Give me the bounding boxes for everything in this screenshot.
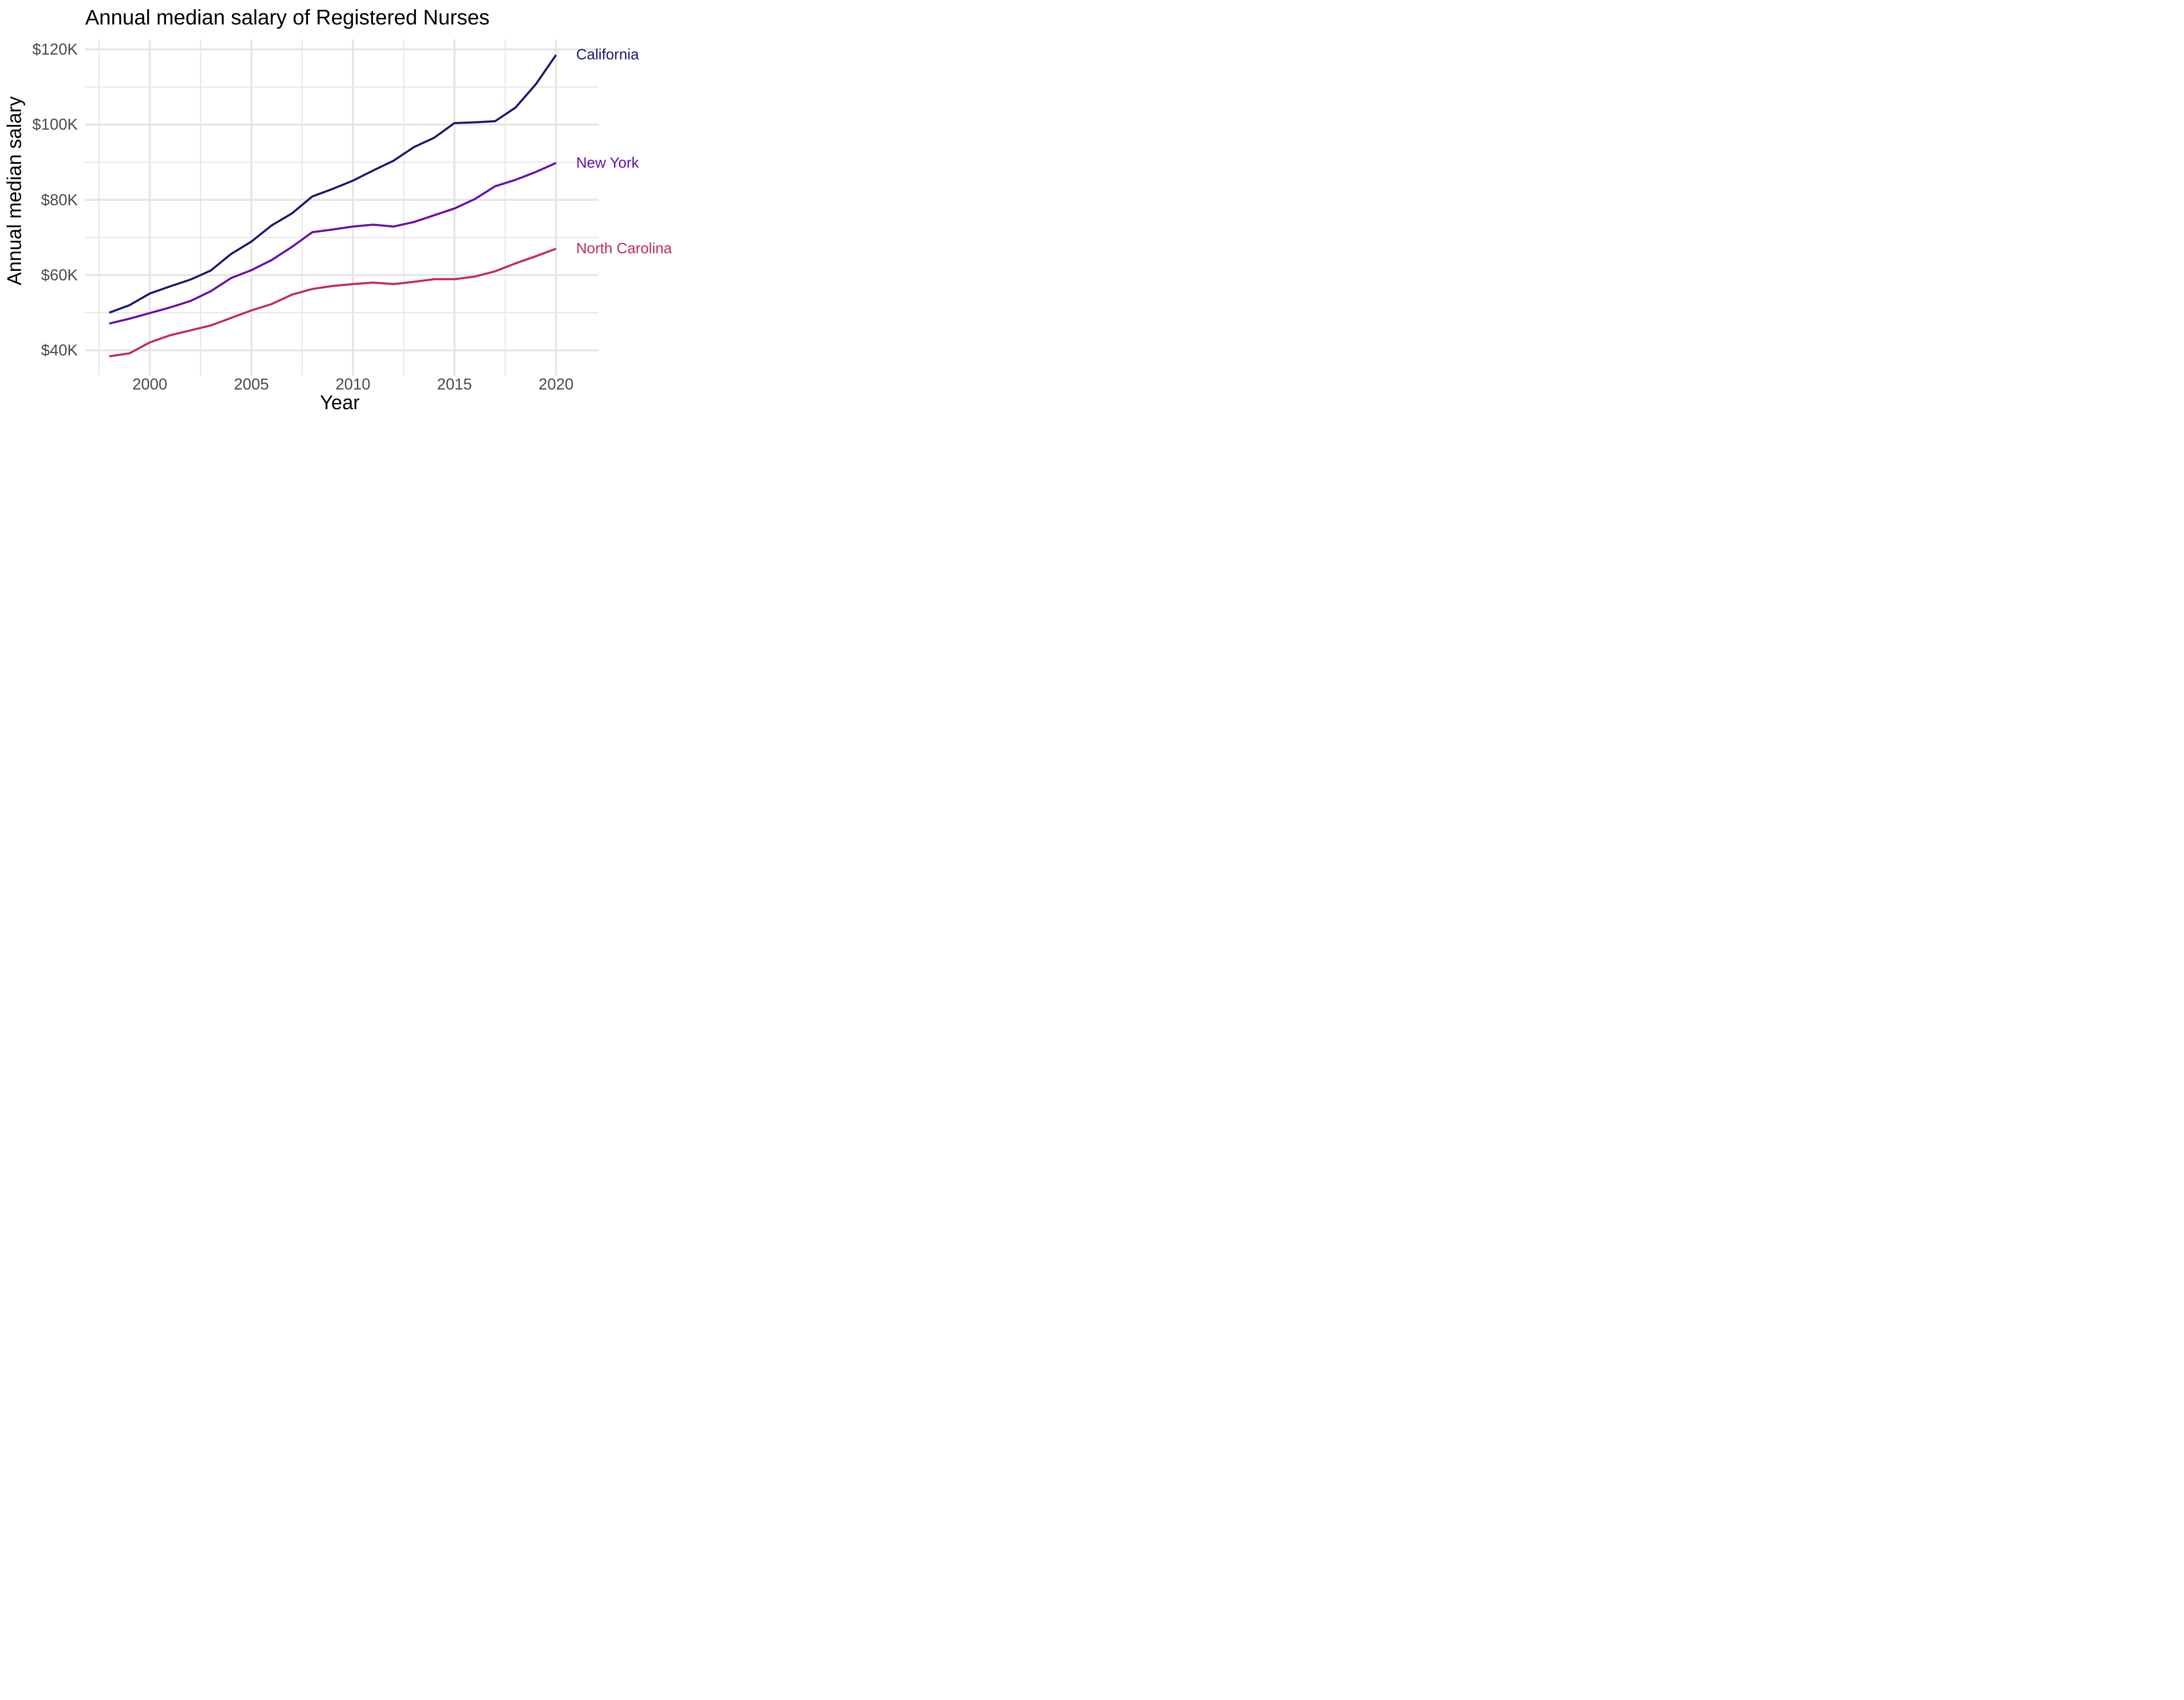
- line-chart-plot-area: [85, 39, 598, 376]
- x-tick-label-2015: 2015: [437, 375, 472, 393]
- line-north-carolina: [109, 248, 556, 358]
- x-tick-label-2000: 2000: [132, 375, 168, 393]
- series-label-new-york: New York: [576, 154, 639, 171]
- series-label-california: California: [576, 46, 639, 63]
- line-new-york: [109, 162, 556, 325]
- x-tick-label-2005: 2005: [234, 375, 269, 393]
- y-tick-label-40: $40K: [41, 341, 78, 359]
- chart-canvas: Annual median salary of Registered Nurse…: [0, 0, 688, 425]
- y-tick-label-80: $80K: [41, 190, 78, 209]
- x-tick-label-2020: 2020: [538, 375, 574, 393]
- x-axis-title: Year: [320, 391, 360, 414]
- series-label-north-carolina: North Carolina: [576, 240, 672, 257]
- y-tick-label-60: $60K: [41, 266, 78, 284]
- x-tick-label-2010: 2010: [335, 375, 371, 393]
- line-california: [109, 54, 557, 314]
- y-tick-label-120: $120K: [32, 40, 78, 58]
- chart-title: Annual median salary of Registered Nurse…: [85, 6, 490, 29]
- y-tick-label-100: $100K: [32, 115, 78, 134]
